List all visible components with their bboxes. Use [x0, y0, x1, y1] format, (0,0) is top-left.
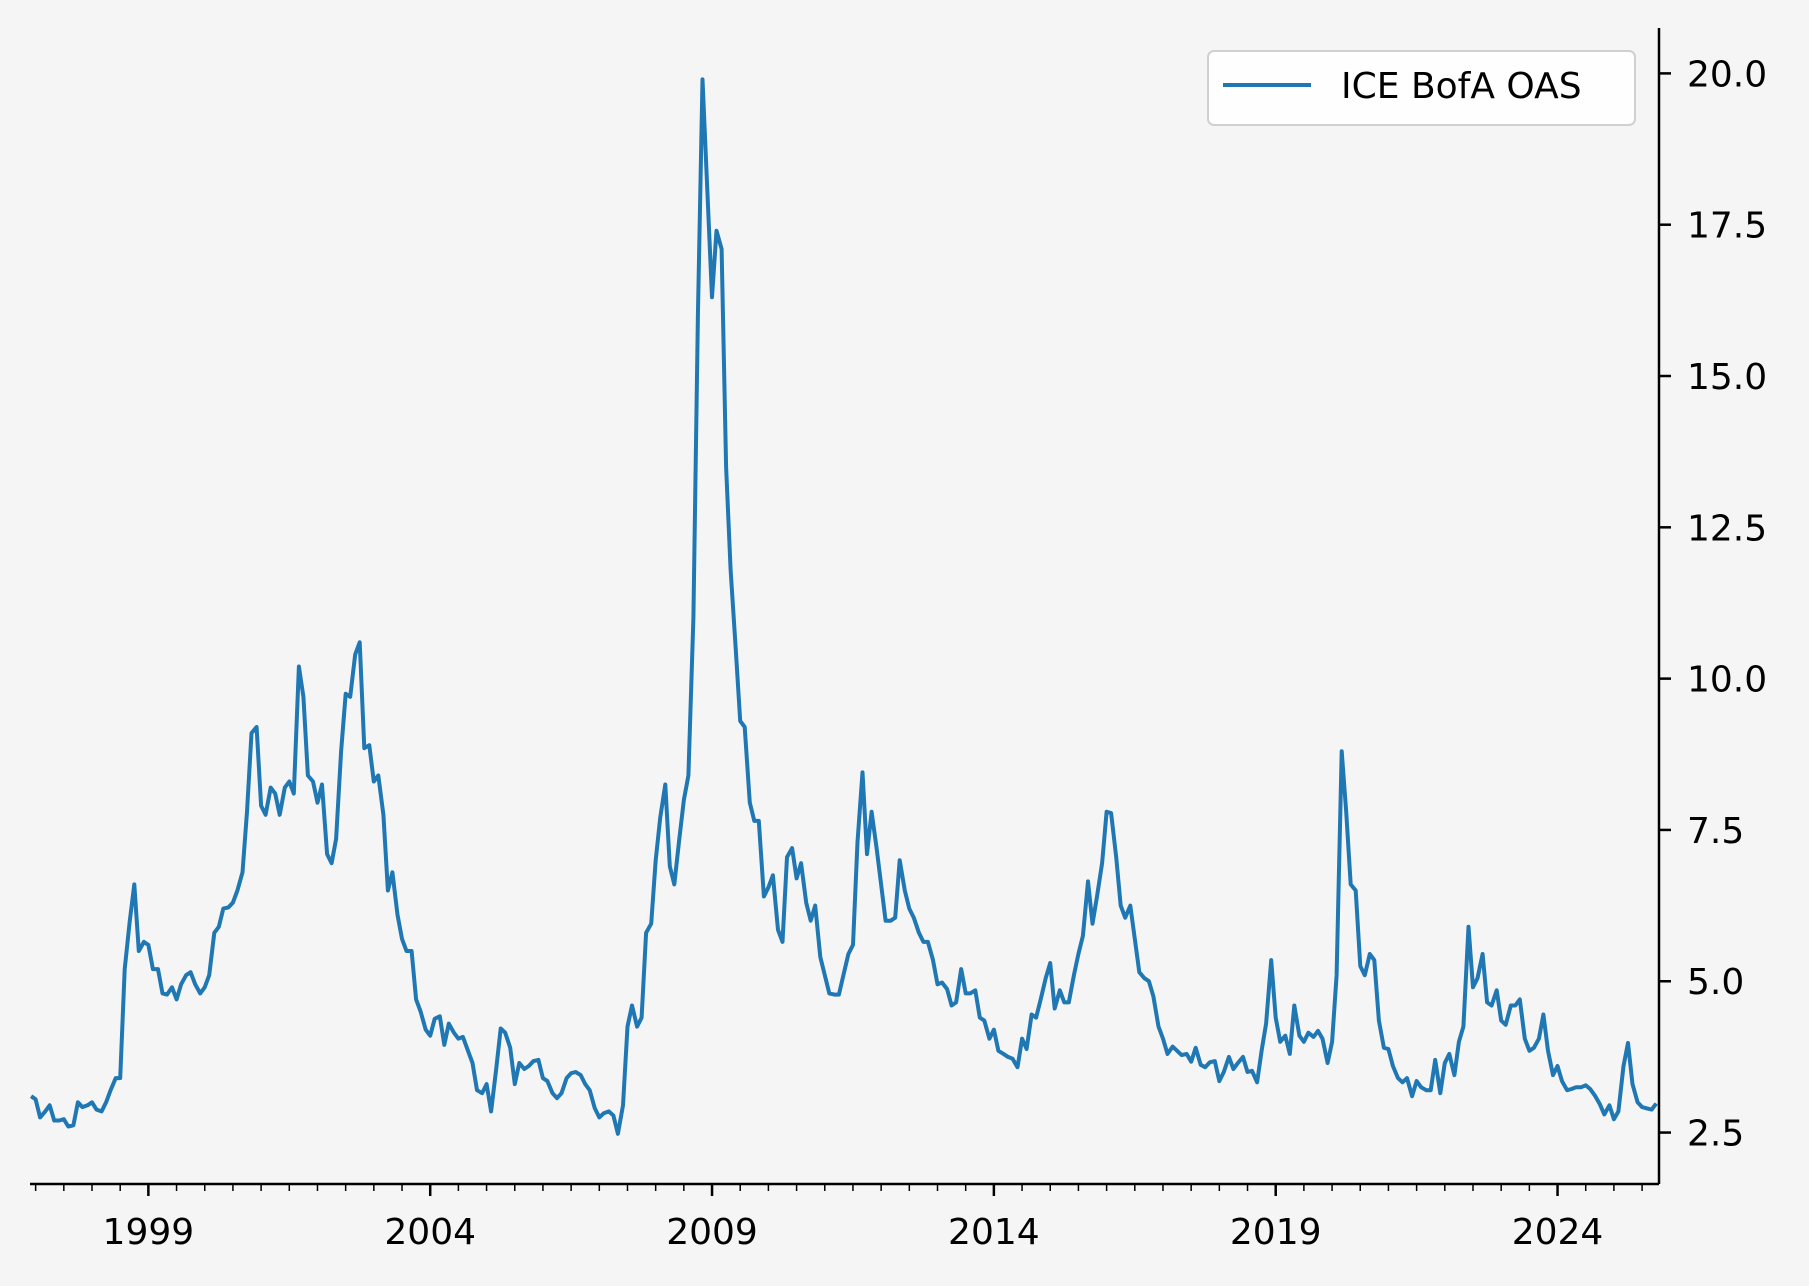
- legend: ICE BofA OAS: [1207, 50, 1636, 126]
- plot-area: [29, 77, 1658, 1136]
- y-tick-label: 7.5: [1687, 811, 1744, 852]
- x-tick-label: 2009: [666, 1212, 758, 1253]
- y-tick-label: 15.0: [1687, 357, 1767, 398]
- series-layer: [29, 77, 1658, 1136]
- y-tick-label: 12.5: [1687, 508, 1767, 549]
- y-tick-label: 5.0: [1687, 962, 1744, 1003]
- y-tick-label: 2.5: [1687, 1114, 1744, 1155]
- axes: 1999 2004 2009 2014 2019 2024 2.5 5.0 7.5 10.0 12…: [30, 28, 1767, 1253]
- x-axis-ticks: 1999 2004 2009 2014 2019 2024: [34, 1184, 1643, 1253]
- x-tick-label: 1999: [103, 1212, 195, 1253]
- y-tick-label: 17.5: [1687, 206, 1767, 247]
- x-tick-label: 2014: [948, 1212, 1040, 1253]
- y-tick-label: 20.0: [1687, 54, 1767, 95]
- y-axis-ticks: 2.5 5.0 7.5 10.0 12.5 15.0 17.5 20.0: [1659, 54, 1767, 1155]
- y-tick-label: 10.0: [1687, 660, 1767, 701]
- legend-label: ICE BofA OAS: [1341, 66, 1582, 107]
- x-tick-label: 2004: [384, 1212, 476, 1253]
- x-tick-label: 2019: [1230, 1212, 1322, 1253]
- legend-box: [1207, 50, 1636, 126]
- x-tick-label: 2024: [1512, 1212, 1604, 1253]
- series-line-0: [29, 77, 1658, 1136]
